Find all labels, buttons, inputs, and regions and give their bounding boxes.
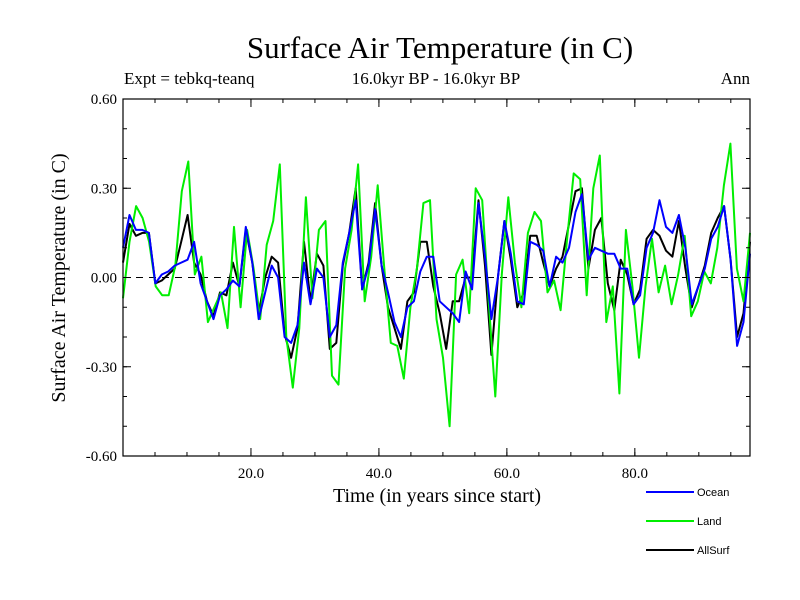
x-tick-label: 40.0 <box>366 466 392 482</box>
experiment-label: Expt = tebkq-teanq <box>124 69 255 88</box>
series-line-allsurf <box>122 187 751 359</box>
chart-title: Surface Air Temperature (in C) <box>247 30 633 65</box>
legend: Ocean Land AllSurf <box>646 487 730 557</box>
season-label: Ann <box>721 69 751 88</box>
x-tick-label: 60.0 <box>494 466 520 482</box>
legend-label-land: Land <box>697 516 721 528</box>
chart-subtitle: 16.0kyr BP - 16.0kyr BP <box>352 69 520 88</box>
y-tick-label: 0.00 <box>91 271 117 287</box>
series-line-land <box>122 142 751 428</box>
x-axis-label: Time (in years since start) <box>333 485 541 507</box>
y-tick-label: -0.60 <box>86 449 117 465</box>
y-tick-label: 0.60 <box>91 92 117 108</box>
y-tick-label: -0.30 <box>86 360 117 376</box>
y-tick-label: 0.30 <box>91 181 117 197</box>
plot-area: -0.60 -0.30 0.00 0.30 0.60 20.0 40.0 60.0 80.0 <box>86 92 751 482</box>
legend-label-ocean: Ocean <box>697 487 729 499</box>
x-tick-label: 20.0 <box>238 466 264 482</box>
x-tick-label: 80.0 <box>622 466 648 482</box>
series-line-ocean <box>122 193 751 347</box>
legend-label-allsurf: AllSurf <box>697 545 730 557</box>
y-axis-label: Surface Air Temperature (in C) <box>48 153 70 402</box>
